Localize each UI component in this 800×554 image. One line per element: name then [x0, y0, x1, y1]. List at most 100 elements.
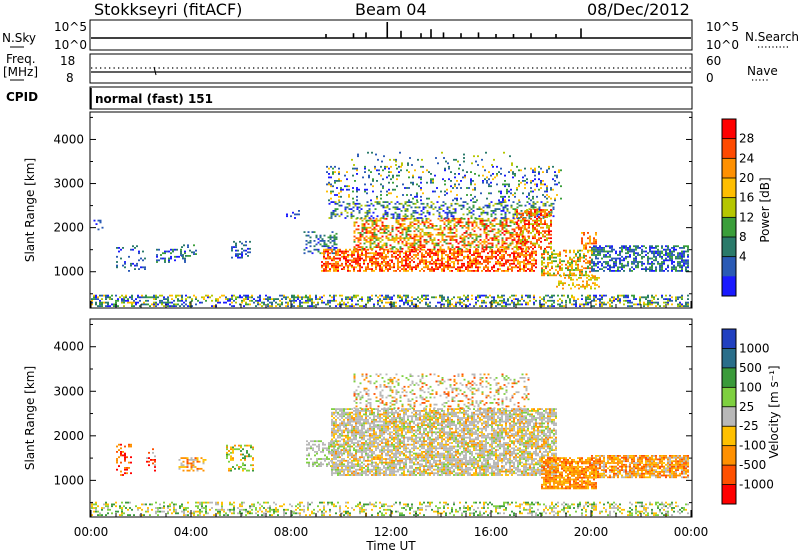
- power-cell: [571, 262, 573, 264]
- velocity-cell: [244, 467, 246, 470]
- power-cell: [329, 234, 332, 237]
- power-cell: [514, 211, 517, 214]
- power-cell: [485, 240, 488, 243]
- power-cell: [558, 181, 560, 184]
- power-cell: [363, 225, 366, 227]
- power-cell: [475, 244, 478, 247]
- power-cell: [423, 240, 426, 243]
- power-cell: [637, 262, 639, 265]
- power-cell: [687, 259, 689, 262]
- velocity-cell: [322, 443, 324, 446]
- power-cell: [445, 254, 447, 256]
- power-cell: [649, 247, 651, 249]
- power-cell: [633, 262, 635, 265]
- power-cell: [528, 237, 530, 240]
- power-cell: [334, 165, 336, 168]
- power-cell: [549, 269, 551, 271]
- power-cell: [457, 266, 459, 269]
- power-cell: [491, 239, 494, 241]
- velocity-cell: [186, 460, 189, 463]
- power-cell: [291, 294, 293, 297]
- power-cell: [345, 264, 347, 267]
- power-cell: [473, 305, 475, 307]
- power-cell: [619, 301, 621, 304]
- power-cell: [385, 264, 387, 267]
- power-cell: [174, 255, 176, 258]
- power-cell: [589, 260, 591, 263]
- power-cell: [366, 204, 369, 207]
- power-cell: [633, 261, 635, 263]
- power-cell: [517, 252, 519, 255]
- power-cell: [359, 305, 361, 307]
- power-cell: [546, 239, 548, 241]
- power-cell: [349, 259, 351, 262]
- power-cell: [361, 254, 363, 256]
- power-cell: [185, 255, 187, 257]
- power-cell: [491, 255, 493, 258]
- power-cell: [665, 252, 667, 255]
- power-cell: [447, 257, 449, 260]
- power-cell: [544, 209, 546, 211]
- power-cell: [160, 257, 162, 260]
- power-cell: [379, 237, 382, 240]
- power-cell: [546, 226, 548, 229]
- power-cell: [499, 230, 502, 233]
- velocity-cell: [234, 448, 236, 451]
- power-cell: [93, 296, 95, 299]
- power-cell: [375, 294, 377, 297]
- power-cell: [337, 303, 339, 306]
- power-cell: [663, 259, 665, 262]
- power-cell: [415, 235, 418, 238]
- power-cell: [482, 165, 484, 168]
- power-cell: [655, 247, 657, 249]
- velocity-cell: [322, 458, 324, 460]
- power-cell: [431, 250, 433, 253]
- power-cell: [403, 301, 405, 304]
- power-cell: [414, 206, 417, 209]
- power-cell: [171, 301, 173, 304]
- power-cell: [487, 233, 490, 236]
- power-cell: [401, 240, 404, 243]
- power-cell: [376, 197, 378, 200]
- power-cell: [443, 252, 445, 255]
- power-cell: [427, 303, 429, 306]
- power-cell: [528, 235, 530, 238]
- power-cell: [627, 250, 629, 253]
- power-cell: [217, 298, 219, 300]
- power-cell: [431, 252, 433, 255]
- power-cell: [467, 225, 470, 227]
- freq-label: Freq.: [6, 52, 36, 66]
- power-cell: [480, 192, 482, 195]
- power-cell: [431, 242, 434, 245]
- power-cell: [516, 221, 518, 224]
- power-cell: [378, 201, 381, 203]
- power-cell: [381, 244, 384, 247]
- power-cell: [463, 257, 465, 260]
- power-cell: [619, 261, 621, 263]
- power-cell: [293, 305, 295, 307]
- power-cell: [530, 199, 532, 202]
- power-cell: [547, 272, 549, 275]
- power-cell: [599, 250, 601, 253]
- power-cell: [472, 197, 474, 200]
- power-cell: [607, 268, 609, 270]
- power-cell: [581, 249, 583, 252]
- power-cell: [463, 153, 465, 156]
- power-cell: [521, 298, 523, 300]
- power-cell: [403, 303, 405, 306]
- power-cell: [189, 249, 191, 252]
- power-cell: [235, 301, 237, 304]
- power-cell: [357, 264, 359, 267]
- power-cell: [633, 268, 635, 270]
- power-cell: [179, 305, 181, 307]
- power-cell: [601, 298, 603, 300]
- power-cell: [166, 250, 168, 253]
- power-cell: [572, 278, 574, 281]
- power-cell: [513, 261, 515, 263]
- power-cell: [568, 284, 570, 286]
- power-cell: [673, 268, 675, 270]
- power-cell: [453, 247, 456, 250]
- power-cell: [355, 248, 357, 251]
- velocity-cell: [200, 457, 203, 459]
- power-cell: [591, 265, 593, 268]
